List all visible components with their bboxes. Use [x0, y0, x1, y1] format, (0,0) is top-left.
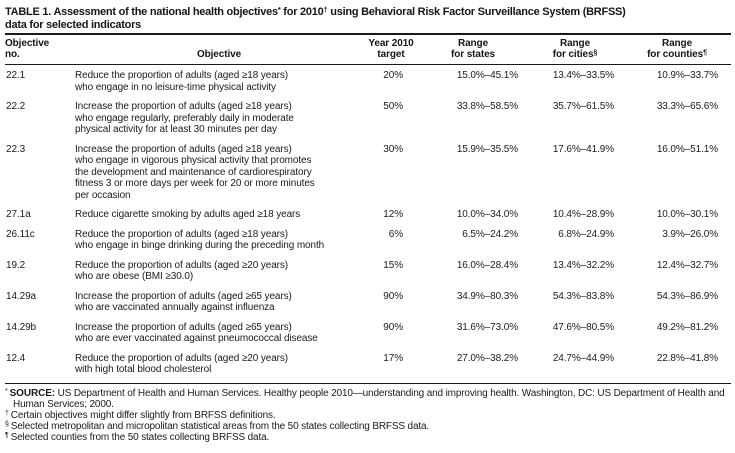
objective-no: 22.3: [6, 143, 26, 155]
objective-text: Increase the proportion of adults (aged …: [75, 321, 318, 345]
target-value: 6%: [388, 228, 403, 240]
table-row: 22.3 Increase the proportion of adults (…: [5, 136, 731, 202]
footnote-source-label: SOURCE:: [9, 387, 56, 399]
states-range: 10.0%–34.0%: [456, 209, 518, 220]
target-value: 12%: [383, 209, 403, 220]
target-value: 15%: [383, 259, 403, 271]
cities-range: 24.7%–44.9%: [552, 352, 614, 364]
states-range: 34.9%–80.3%: [456, 290, 518, 302]
target-value: 90%: [383, 290, 403, 302]
table-row: 22.1 Reduce the proportion of adults (ag…: [5, 65, 731, 94]
target-value: 17%: [383, 352, 403, 364]
footnote-pilcrow: ¶ Selected counties from the 50 states co…: [5, 431, 270, 443]
target-value: 90%: [383, 321, 403, 333]
footnote-marker-asterisk: *: [277, 5, 281, 14]
col-header-range-states: Range for states: [419, 34, 527, 65]
footnote-marker-pilcrow: ¶: [5, 432, 9, 439]
table-row: 22.2 Increase the proportion of adults (…: [5, 93, 731, 136]
footnote-marker-dagger: †: [5, 410, 9, 417]
footnote-dagger: † Certain objectives might differ slightl…: [5, 409, 276, 421]
cities-range: 35.7%–61.5%: [552, 101, 614, 112]
objective-text: Increase the proportion of adults (aged …: [75, 101, 294, 135]
objective-text: Increase the proportion of adults (aged …: [75, 290, 292, 314]
table-row: 14.29b Increase the proportion of adults…: [5, 314, 731, 345]
target-value: 20%: [383, 70, 403, 81]
states-range: 33.8%–58.5%: [456, 101, 518, 112]
table-title: TABLE 1. Assessment of the national heal…: [5, 6, 731, 31]
counties-range: 49.2%–81.2%: [656, 321, 718, 333]
objective-no: 22.1: [6, 70, 26, 81]
footnote-marker-dagger: †: [323, 5, 328, 14]
cities-range: 47.6%–80.5%: [552, 321, 614, 333]
objective-no: 14.29b: [6, 321, 36, 333]
footnote-marker-pilcrow: ¶: [703, 49, 707, 57]
states-range: 6.5%–24.2%: [462, 228, 518, 240]
counties-range: 10.9%–33.7%: [656, 70, 718, 81]
footnote-source: * SOURCE: US Department of Health and Hum…: [5, 387, 725, 410]
header-row: Objective no. Objective Year 2010 target R…: [5, 34, 731, 65]
counties-range: 12.4%–32.7%: [656, 259, 718, 271]
objective-text: Reduce the proportion of adults (aged ≥1…: [75, 70, 289, 93]
cities-range: 13.4%–32.2%: [552, 259, 614, 271]
counties-range: 16.0%–51.1%: [656, 143, 718, 155]
title-text: TABLE 1. Assessment of the national heal…: [5, 6, 278, 18]
indicators-table: Objective no. Objective Year 2010 target R…: [5, 33, 731, 384]
target-value: 50%: [383, 101, 403, 112]
objective-no: 27.1a: [6, 209, 31, 220]
cities-range: 13.4%–33.5%: [552, 70, 614, 81]
table-row: 14.29a Increase the proportion of adults…: [5, 283, 731, 314]
cities-range: 17.6%–41.9%: [552, 143, 614, 155]
objective-text: Increase the proportion of adults (aged …: [75, 143, 315, 201]
objective-no: 26.11c: [6, 228, 35, 240]
counties-range: 3.9%–26.0%: [662, 228, 718, 240]
objective-no: 14.29a: [6, 290, 36, 302]
objective-no: 22.2: [6, 101, 26, 112]
objective-text: Reduce the proportion of adults (aged ≥1…: [75, 228, 325, 252]
col-header-range-cities: Range for cities§: [527, 34, 623, 65]
cities-range: 10.4%–28.9%: [552, 209, 614, 220]
footnote-section: § Selected metropolitan and micropolitan …: [5, 420, 430, 432]
target-value: 30%: [383, 143, 403, 155]
counties-range: 10.0%–30.1%: [656, 209, 718, 220]
table-row: 19.2 Reduce the proportion of adults (ag…: [5, 252, 731, 283]
title-text: for 2010: [280, 6, 324, 18]
objective-no: 19.2: [6, 259, 26, 271]
cities-range: 54.3%–83.8%: [552, 290, 614, 302]
footnote-marker-asterisk: *: [5, 388, 8, 395]
cities-range: 6.8%–24.9%: [558, 228, 614, 240]
objective-text: Reduce the proportion of adults (aged ≥2…: [75, 352, 289, 376]
states-range: 16.0%–28.4%: [456, 259, 518, 271]
counties-range: 22.8%–41.8%: [656, 352, 718, 364]
objective-no: 12.4: [6, 352, 26, 364]
col-header-objective: Objective: [75, 34, 363, 65]
document-page: TABLE 1. Assessment of the national heal…: [5, 6, 731, 443]
objective-text: Reduce the proportion of adults (aged ≥2…: [75, 259, 289, 283]
table-row: 12.4 Reduce the proportion of adults (ag…: [5, 345, 731, 384]
states-range: 15.9%–35.5%: [456, 143, 518, 155]
title-text-line2: data for selected indicators: [5, 18, 142, 31]
counties-range: 33.3%–65.6%: [656, 101, 718, 112]
table-header: Objective no. Objective Year 2010 target R…: [5, 34, 731, 65]
table-row: 26.11c Reduce the proportion of adults (…: [5, 221, 731, 252]
table-body: 22.1 Reduce the proportion of adults (ag…: [5, 65, 731, 384]
footnote-marker-section: §: [5, 421, 9, 428]
col-header-range-counties: Range for counties¶: [623, 34, 731, 65]
col-header-target: Year 2010 target: [363, 34, 419, 65]
footnote-marker-section: §: [593, 49, 598, 57]
states-range: 31.6%–73.0%: [456, 321, 518, 333]
title-text: using Behavioral Risk Factor Surveillanc…: [327, 6, 626, 18]
table-row: 27.1a Reduce cigarette smoking by adults…: [5, 201, 731, 221]
objective-text: Reduce cigarette smoking by adults aged …: [75, 209, 301, 220]
counties-range: 54.3%–86.9%: [656, 290, 718, 302]
col-header-objective-no: Objective no.: [5, 34, 75, 65]
footnotes: * SOURCE: US Department of Health and Hum…: [5, 388, 731, 443]
states-range: 27.0%–38.2%: [456, 352, 518, 364]
states-range: 15.0%–45.1%: [456, 70, 518, 81]
